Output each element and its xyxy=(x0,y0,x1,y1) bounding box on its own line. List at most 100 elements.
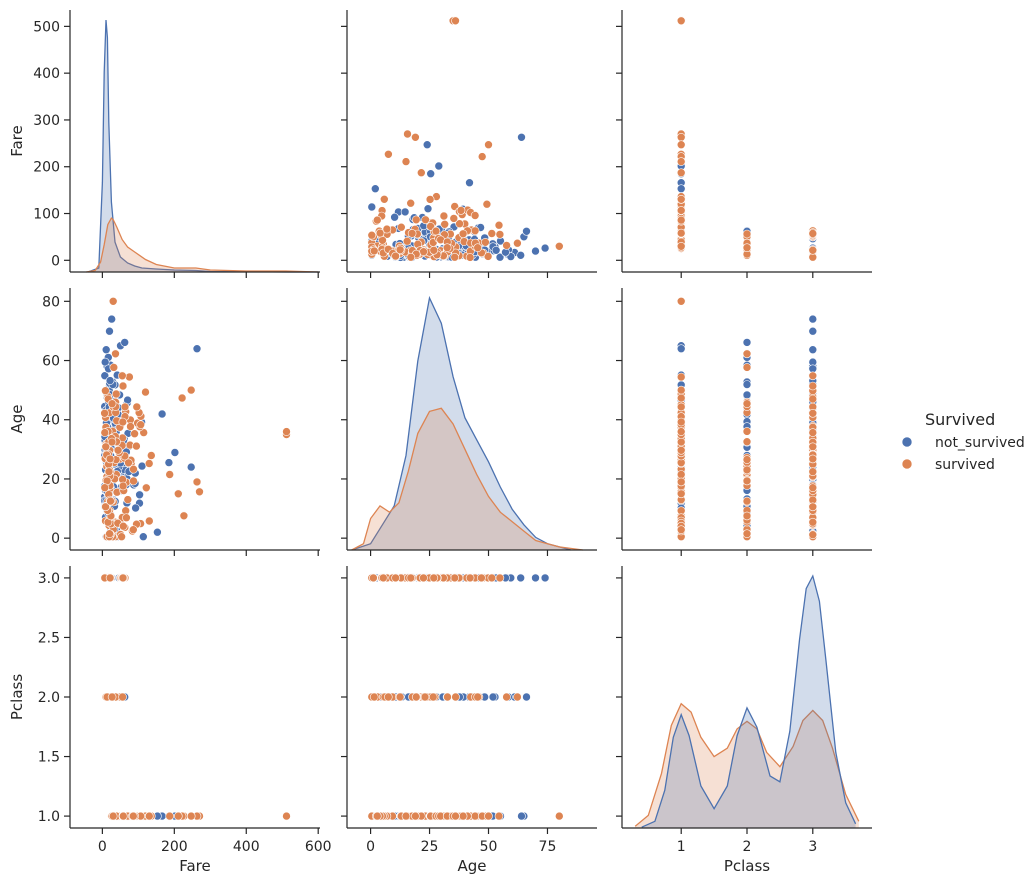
point-survived-138 xyxy=(477,152,487,161)
point-survived-99 xyxy=(411,215,421,225)
y-tick-label: 60 xyxy=(42,354,60,370)
point-survived-133 xyxy=(395,245,405,255)
point-not_survived-210 xyxy=(192,344,202,354)
point-survived-155 xyxy=(108,296,118,306)
point-survived-80 xyxy=(369,573,378,583)
point-survived-118 xyxy=(118,371,127,381)
point-not_survived-182 xyxy=(400,207,410,217)
point-survived-154 xyxy=(676,489,686,499)
y-tick-label: 500 xyxy=(33,19,60,35)
point-survived-127 xyxy=(104,467,114,477)
point-not_survived-210 xyxy=(517,811,526,821)
point-survived-142 xyxy=(407,229,417,238)
point-survived-95 xyxy=(145,516,154,526)
point-survived-151 xyxy=(676,427,686,436)
point-survived-39 xyxy=(742,427,752,436)
kde-fill-fare-survived xyxy=(86,218,319,272)
panel-fare-vs-age xyxy=(341,10,597,278)
point-survived-66 xyxy=(101,386,110,396)
point-survived-34 xyxy=(406,198,416,208)
point-survived-146 xyxy=(429,573,439,583)
kde-line-pclass-survived xyxy=(634,702,860,827)
panel-fare-vs-pclass xyxy=(616,10,872,278)
point-survived-38 xyxy=(421,215,430,225)
panel-pclass-vs-age: 0 25 50 75 Age xyxy=(341,566,597,875)
y-tick-label: 1.5 xyxy=(38,750,60,766)
point-survived-132 xyxy=(456,206,466,215)
point-survived-84 xyxy=(111,389,121,399)
point-survived-154 xyxy=(401,157,411,166)
point-not_survived-160 xyxy=(105,376,115,385)
kde-line-pclass-not_survived xyxy=(641,574,857,828)
y-tick-label: 0 xyxy=(51,531,60,547)
point-survived-118 xyxy=(495,573,505,583)
point-survived-125 xyxy=(378,236,387,245)
point-survived-41 xyxy=(100,428,110,437)
point-survived-154 xyxy=(401,811,411,821)
y-tick-label: 400 xyxy=(33,66,60,82)
point-not_survived-160 xyxy=(491,246,501,255)
point-survived-84 xyxy=(481,238,490,247)
point-survived-68 xyxy=(144,459,154,468)
point-not_survived-149 xyxy=(367,202,377,212)
point-survived-132 xyxy=(136,420,145,430)
kde-line-fare-not_survived xyxy=(87,19,319,273)
point-not_survived-150 xyxy=(742,338,752,347)
point-not_survived-212 xyxy=(370,184,380,193)
legend-title: Survived xyxy=(925,410,995,429)
point-not_survived-150 xyxy=(120,338,129,347)
legend-marker-not_survived xyxy=(901,436,913,448)
point-survived-108 xyxy=(383,692,393,702)
point-survived-129 xyxy=(391,573,400,583)
point-survived-129 xyxy=(101,502,110,512)
point-survived-87 xyxy=(382,224,392,234)
point-survived-147 xyxy=(107,692,117,702)
y-tick-label: 300 xyxy=(33,113,60,129)
point-survived-126 xyxy=(808,381,818,391)
point-survived-87 xyxy=(122,513,131,523)
x-axis-label: Pclass xyxy=(724,857,770,875)
point-not_survived-213 xyxy=(808,314,818,324)
point-not_survived-31 xyxy=(164,458,174,467)
point-not_survived-213 xyxy=(540,573,550,583)
y-tick-label: 20 xyxy=(42,472,60,488)
point-survived-144 xyxy=(165,470,174,479)
point-survived-127 xyxy=(419,573,428,583)
point-not_survived-149 xyxy=(139,532,148,542)
point-survived-144 xyxy=(165,811,174,821)
point-survived-152 xyxy=(411,133,420,142)
y-tick-label: 0 xyxy=(51,253,60,269)
point-not_survived-170 xyxy=(434,161,444,171)
point-survived-126 xyxy=(487,229,497,238)
point-survived-146 xyxy=(105,573,115,583)
point-not_survived-208 xyxy=(423,204,433,213)
point-survived-116 xyxy=(465,573,475,583)
point-survived-152 xyxy=(676,477,686,487)
point-survived-75 xyxy=(494,220,504,230)
kde-fill-fare-not_survived xyxy=(87,20,319,272)
point-survived-144 xyxy=(416,168,426,177)
point-survived-127 xyxy=(808,467,818,477)
point-survived-134 xyxy=(458,229,468,239)
point-not_survived-93 xyxy=(495,252,505,262)
point-survived-119 xyxy=(742,229,752,239)
legend: Survived not_survived survived xyxy=(901,410,1025,473)
panel-age-vs-fare: 0 20 40 60 80 Age xyxy=(8,288,320,556)
point-survived-15 xyxy=(147,451,156,460)
point-survived-85 xyxy=(502,692,511,702)
point-survived-93 xyxy=(808,517,818,527)
point-survived-153 xyxy=(676,385,686,395)
point-not_survived-212 xyxy=(676,184,686,193)
kde-fill-pclass-survived xyxy=(635,703,859,828)
point-survived-134 xyxy=(676,417,686,427)
point-survived-126 xyxy=(808,229,818,238)
point-survived-103 xyxy=(403,129,412,139)
point-survived-33 xyxy=(455,219,464,228)
point-survived-146 xyxy=(808,454,818,464)
point-survived-75 xyxy=(494,811,504,821)
point-survived-108 xyxy=(742,511,752,521)
x-tick-label: 0 xyxy=(366,839,375,855)
point-survived-105 xyxy=(808,442,818,452)
point-survived-50 xyxy=(443,692,452,702)
point-survived-89 xyxy=(742,455,752,464)
